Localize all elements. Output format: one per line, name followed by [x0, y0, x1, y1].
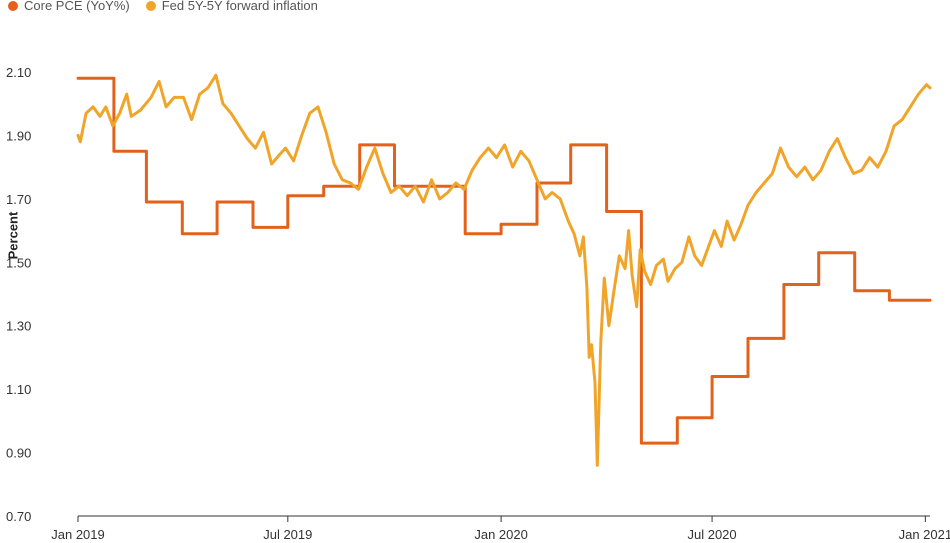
series-layer	[76, 73, 932, 467]
y-tick-label: 2.10	[6, 65, 31, 80]
y-tick-label: 1.30	[6, 319, 31, 334]
x-tick-label: Jul 2019	[263, 527, 312, 542]
y-axis-label: Percent	[5, 211, 21, 260]
x-tick-label: Jan 2020	[474, 527, 528, 542]
y-tick-label: 1.90	[6, 128, 31, 143]
y-tick-label: 1.50	[6, 255, 31, 270]
y-tick-label: 1.70	[6, 192, 31, 207]
legend-swatch-core-pce	[8, 0, 18, 11]
x-tick-label: Jan 2021	[899, 527, 950, 542]
x-tick-label: Jul 2020	[687, 527, 736, 542]
y-tick-label: 0.70	[6, 509, 31, 524]
legend-label-fed-5y5y: Fed 5Y-5Y forward inflation	[161, 0, 318, 13]
y-tick-label: 1.10	[6, 382, 31, 397]
x-tick-label: Jan 2019	[51, 527, 105, 542]
x-axis: Jan 2019 Jul 2019 Jan 2020 Jul 2020 Jan 2021	[51, 515, 950, 542]
y-axis-ticks: 2.10 1.90 1.70 1.50 1.30 1.10 0.90 0.70	[6, 65, 31, 524]
legend-item-fed-5y5y: Fed 5Y-5Y forward inflation	[145, 0, 318, 13]
legend-swatch-fed-5y5y	[145, 0, 156, 11]
series-line-core-pce	[76, 76, 932, 445]
y-tick-label: 0.90	[6, 446, 31, 461]
legend-item-core-pce: Core PCE (YoY%)	[8, 0, 130, 13]
series-line-fed-5y5y	[76, 73, 932, 467]
legend-label-core-pce: Core PCE (YoY%)	[24, 0, 130, 13]
legend: Core PCE (YoY%) Fed 5Y-5Y forward inflat…	[8, 0, 334, 13]
